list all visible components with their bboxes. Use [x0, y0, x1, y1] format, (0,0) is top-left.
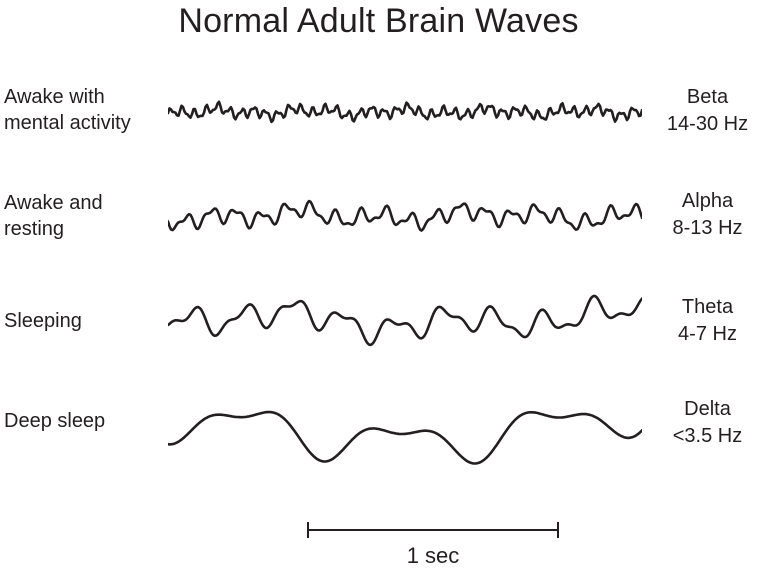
- wave-freq-alpha: 8-13 Hz: [672, 217, 743, 239]
- theta-wave-trace: [168, 294, 642, 347]
- wave-name-theta: Theta: [681, 296, 734, 318]
- wave-name-beta: Beta: [686, 86, 729, 108]
- state-label-sleeping: Sleeping: [4, 310, 82, 332]
- state-label-deep-sleep: Deep sleep: [4, 410, 106, 432]
- alpha-wave-trace: [168, 199, 642, 232]
- time-scale-bar: [307, 522, 559, 538]
- freq-label-alpha: Alpha 8-13 Hz: [658, 188, 757, 242]
- wave-freq-delta: <3.5 Hz: [672, 425, 743, 447]
- freq-label-beta: Beta 14-30 Hz: [658, 84, 757, 138]
- wave-name-delta: Delta: [684, 398, 731, 420]
- wave-freq-beta: 14-30 Hz: [666, 113, 749, 135]
- wave-name-alpha: Alpha: [681, 190, 734, 212]
- state-label-awake-resting: Awake and resting: [4, 192, 103, 240]
- delta-wave-trace: [168, 410, 642, 465]
- beta-wave-trace: [168, 100, 642, 124]
- page-title: Normal Adult Brain Waves: [178, 2, 579, 40]
- state-label-awake-mental: Awake with mental activity: [4, 86, 131, 134]
- freq-label-delta: Delta <3.5 Hz: [658, 396, 757, 450]
- wave-freq-theta: 4-7 Hz: [678, 323, 737, 345]
- scale-bar-label: 1 sec: [406, 543, 460, 568]
- freq-label-theta: Theta 4-7 Hz: [658, 294, 757, 348]
